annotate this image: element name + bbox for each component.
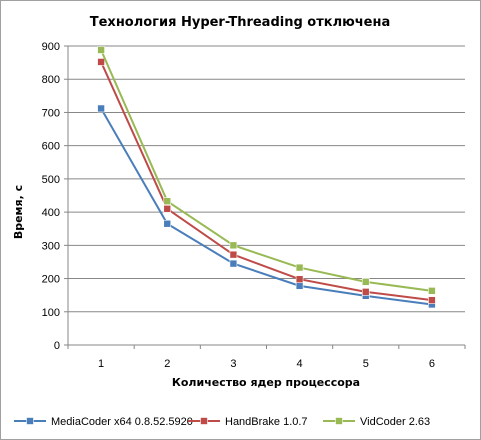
y-tick-label-6: 600 bbox=[42, 141, 60, 153]
y-axis-label: Время, с bbox=[12, 185, 25, 239]
y-tick-label-3: 300 bbox=[42, 240, 60, 252]
series-1 bbox=[97, 58, 436, 304]
x-tick-label-4: 5 bbox=[363, 358, 369, 370]
data-point-2-4 bbox=[361, 278, 370, 286]
series-line-0 bbox=[100, 107, 433, 306]
data-point-2-0 bbox=[97, 46, 105, 54]
legend-marker-1 bbox=[200, 417, 208, 425]
y-tick-label-7: 700 bbox=[42, 107, 60, 119]
data-point-0-2 bbox=[229, 259, 238, 268]
y-tick-label-4: 400 bbox=[42, 207, 60, 219]
y-tick-label-0: 0 bbox=[54, 340, 60, 352]
legend-label-2: VidCoder 2.63 bbox=[360, 416, 430, 428]
data-point-0-0 bbox=[97, 104, 105, 113]
series-group bbox=[97, 46, 436, 309]
series-2 bbox=[97, 46, 436, 295]
legend-label-0: MediaCoder x64 0.8.52.5920 bbox=[51, 416, 193, 428]
series-line-2 bbox=[100, 49, 433, 292]
legend-marker-2 bbox=[335, 417, 343, 425]
x-tick-label-5: 6 bbox=[429, 358, 435, 370]
x-tick-label-3: 4 bbox=[297, 358, 303, 370]
y-tick-label-5: 500 bbox=[42, 174, 60, 186]
chart-title: Технология Hyper-Threading отключена bbox=[90, 15, 391, 30]
data-point-1-3 bbox=[295, 275, 304, 284]
legend: MediaCoder x64 0.8.52.5920 HandBrake 1.0.… bbox=[14, 416, 430, 428]
y-tick-label-2: 200 bbox=[42, 274, 60, 286]
data-point-0-1 bbox=[163, 219, 172, 228]
legend-label-1: HandBrake 1.0.7 bbox=[225, 416, 308, 428]
data-point-1-0 bbox=[97, 58, 105, 66]
gridlines bbox=[68, 45, 465, 313]
x-axis-ticks: 1 2 3 4 5 6 bbox=[67, 345, 466, 370]
data-point-1-1 bbox=[163, 204, 172, 213]
data-point-2-5 bbox=[428, 287, 436, 295]
x-tick-label-0: 1 bbox=[98, 358, 104, 370]
data-point-1-4 bbox=[361, 288, 370, 296]
y-axis-ticks: 0 100 200 300 400 500 600 700 800 900 bbox=[42, 41, 68, 352]
series-line-1 bbox=[100, 61, 433, 302]
x-axis-label: Количество ядер процессора bbox=[172, 376, 360, 389]
legend-marker-0 bbox=[26, 417, 34, 425]
series-0 bbox=[97, 104, 436, 309]
x-tick-label-1: 2 bbox=[164, 358, 170, 370]
y-tick-label-8: 800 bbox=[42, 74, 60, 86]
data-point-1-5 bbox=[428, 296, 436, 304]
data-point-2-1 bbox=[163, 197, 172, 205]
data-point-2-2 bbox=[229, 241, 238, 250]
y-tick-label-1: 100 bbox=[42, 307, 60, 319]
data-point-1-2 bbox=[229, 250, 238, 259]
data-point-2-3 bbox=[295, 263, 304, 272]
y-tick-label-9: 900 bbox=[42, 41, 60, 53]
x-tick-label-2: 3 bbox=[230, 358, 236, 370]
data-point-0-3 bbox=[295, 282, 304, 290]
